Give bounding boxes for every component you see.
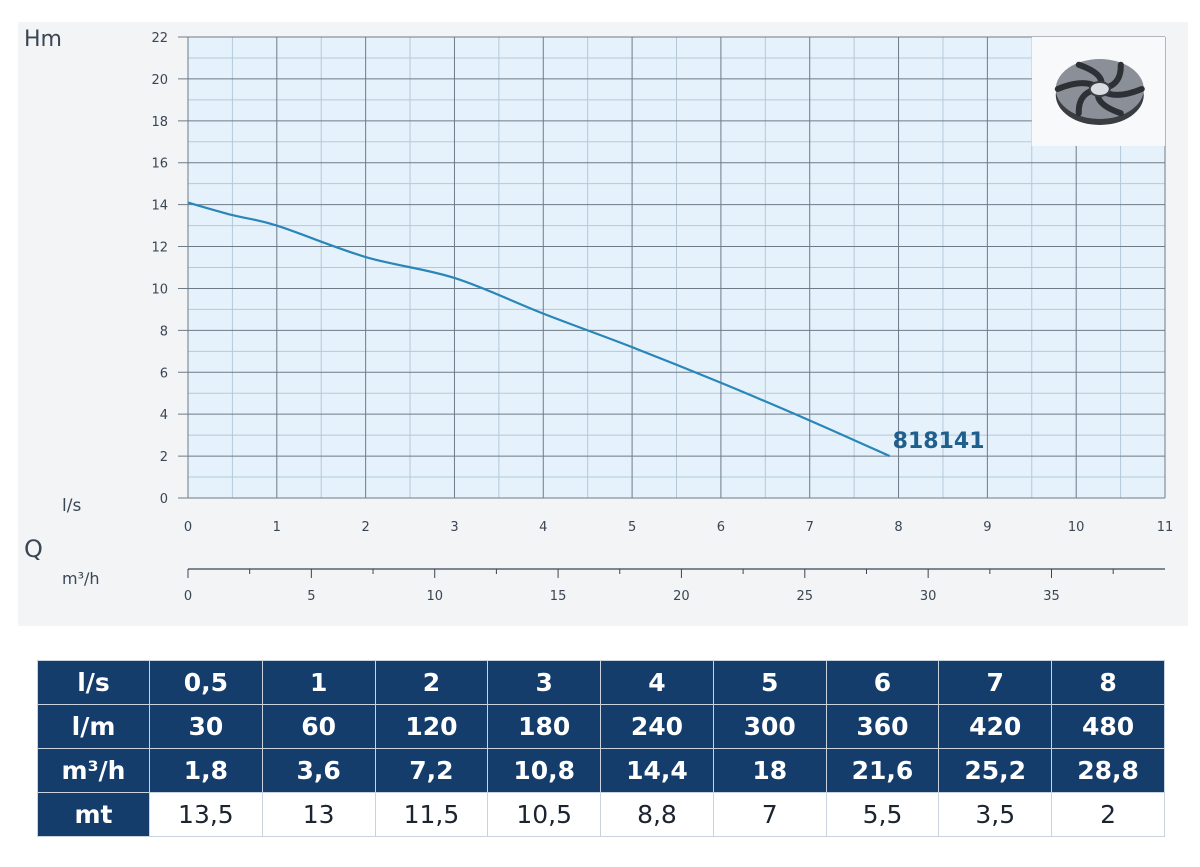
y-tick-label: 8 xyxy=(160,324,168,339)
table-cell: 8 xyxy=(1051,660,1165,705)
secondary-tick-label: 10 xyxy=(426,589,443,604)
table-cell: 25,2 xyxy=(938,748,1053,793)
x-tick-label: 2 xyxy=(361,520,369,535)
table-cell: 300 xyxy=(712,704,827,749)
table-cell: 120 xyxy=(374,704,489,749)
table-cell: 420 xyxy=(938,704,1053,749)
x-tick-label: 4 xyxy=(539,520,547,535)
table-cell: 13 xyxy=(261,792,376,837)
impeller-icon xyxy=(1031,37,1165,146)
x-tick-label: 3 xyxy=(450,520,458,535)
y-tick-label: 22 xyxy=(151,31,168,46)
x-tick-label: 7 xyxy=(806,520,814,535)
x-tick-label: 10 xyxy=(1068,520,1085,535)
x-axis-label: Q xyxy=(24,535,43,563)
table-cell: 2 xyxy=(374,660,489,705)
table-cell: 7 xyxy=(712,792,827,837)
secondary-x-axis: 0 5 10 15 20 25 30 35 xyxy=(184,568,1165,604)
table-cell: 1 xyxy=(261,660,376,705)
table-cell: 10,5 xyxy=(487,792,602,837)
x-tick-label: 8 xyxy=(894,520,902,535)
y-tick-label: 0 xyxy=(160,492,168,507)
y-tick-label: 14 xyxy=(151,199,168,214)
y-tick-label: 20 xyxy=(151,73,168,88)
y-tick-label: 10 xyxy=(151,282,168,297)
table-cell: 360 xyxy=(825,704,940,749)
y-tick-label: 18 xyxy=(151,115,168,130)
secondary-tick-label: 35 xyxy=(1043,589,1060,604)
table-cell: 60 xyxy=(261,704,376,749)
x-tick-label: 9 xyxy=(983,520,991,535)
table-cell: 5,5 xyxy=(825,792,940,837)
major-grid xyxy=(178,36,1166,499)
y-tick-label: 2 xyxy=(160,450,168,465)
y-tick-label: 4 xyxy=(160,408,168,423)
secondary-tick-label: 15 xyxy=(550,589,567,604)
table-cell: 180 xyxy=(487,704,602,749)
table-cell: 10,8 xyxy=(487,748,602,793)
table-cell: 28,8 xyxy=(1051,748,1165,793)
table-row: l/s 0,5 1 2 3 4 5 6 7 8 xyxy=(37,660,1165,705)
table-cell: 30 xyxy=(149,704,263,749)
x-tick-label: 5 xyxy=(628,520,636,535)
x-tick-label: 6 xyxy=(717,520,725,535)
performance-table: l/s 0,5 1 2 3 4 5 6 7 8 l/m 30 60 120 180 240 300 360 420 4… xyxy=(37,660,1165,837)
x-axis-unit-m3h: m³/h xyxy=(62,569,100,588)
x-tick-label: 11 xyxy=(1157,520,1174,535)
table-cell: 11,5 xyxy=(374,792,489,837)
secondary-tick-label: 20 xyxy=(673,589,690,604)
y-tick-label: 12 xyxy=(151,241,168,256)
table-cell: 7,2 xyxy=(374,748,489,793)
row-label: l/m xyxy=(37,704,150,749)
table-cell: 2 xyxy=(1051,792,1165,837)
table-cell: 5 xyxy=(712,660,827,705)
series-line-818141 xyxy=(187,201,891,458)
secondary-tick-label: 30 xyxy=(920,589,937,604)
row-label: m³/h xyxy=(37,748,150,793)
row-label: l/s xyxy=(37,660,150,705)
x-tick-label: 1 xyxy=(273,520,281,535)
table-cell: 480 xyxy=(1051,704,1165,749)
y-tick-label: 16 xyxy=(151,157,168,172)
impeller-hub xyxy=(1088,81,1111,97)
table-cell: 1,8 xyxy=(149,748,263,793)
table-row: m³/h 1,8 3,6 7,2 10,8 14,4 18 21,6 25,2 28,8 xyxy=(37,748,1165,793)
table-cell: 3 xyxy=(487,660,602,705)
table-row: mt 13,5 13 11,5 10,5 8,8 7 5,5 3,5 2 xyxy=(37,792,1165,837)
x-axis-unit-ls: l/s xyxy=(62,496,81,516)
secondary-tick-label: 5 xyxy=(307,589,315,604)
table-cell: 7 xyxy=(938,660,1053,705)
minor-grid xyxy=(188,37,1165,498)
series-label: 818141 xyxy=(893,429,985,454)
table-cell: 8,8 xyxy=(600,792,714,837)
x-tick-label: 0 xyxy=(184,520,192,535)
table-row: l/m 30 60 120 180 240 300 360 420 480 xyxy=(37,704,1165,749)
table-cell: 4 xyxy=(600,660,714,705)
table-cell: 3,5 xyxy=(938,792,1053,837)
table-cell: 3,6 xyxy=(261,748,376,793)
x-axis-ticks: 0 1 2 3 4 5 6 7 8 9 10 11 xyxy=(184,520,1173,535)
table-cell: 13,5 xyxy=(149,792,263,837)
y-axis-label: Hm xyxy=(24,27,62,52)
secondary-tick-label: 25 xyxy=(797,589,814,604)
y-axis-ticks: 0 2 4 6 8 10 12 14 16 18 20 22 xyxy=(151,31,168,507)
row-label: mt xyxy=(37,792,150,837)
table-cell: 0,5 xyxy=(149,660,263,705)
table-cell: 21,6 xyxy=(825,748,940,793)
table-cell: 240 xyxy=(600,704,714,749)
y-tick-label: 6 xyxy=(160,366,168,381)
table-cell: 6 xyxy=(825,660,940,705)
table-cell: 18 xyxy=(712,748,827,793)
secondary-tick-label: 0 xyxy=(184,589,192,604)
table-cell: 14,4 xyxy=(600,748,714,793)
